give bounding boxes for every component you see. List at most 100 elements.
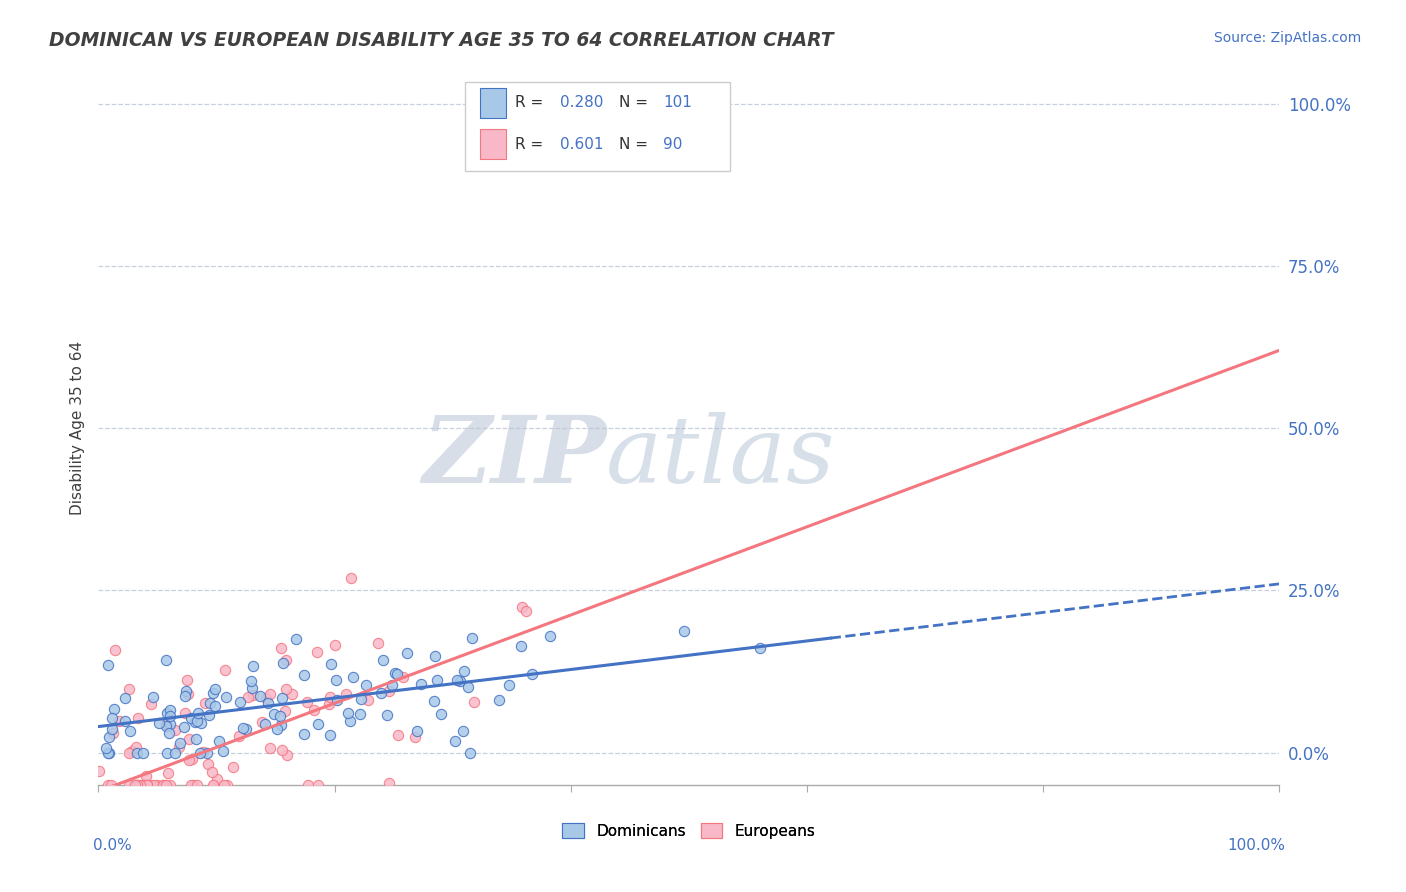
Point: [180, 752, 202, 766]
Point: [307, 716, 329, 731]
Point: [186, 778, 208, 792]
Point: [375, 708, 398, 723]
Point: [384, 665, 406, 680]
Point: [139, 778, 162, 792]
Point: [339, 714, 361, 728]
Point: [276, 747, 298, 762]
Point: [143, 778, 166, 792]
Point: [195, 746, 218, 760]
Point: [242, 658, 264, 673]
Point: [232, 721, 254, 735]
Point: [152, 778, 174, 792]
Point: [271, 743, 294, 757]
Point: [202, 778, 225, 792]
Point: [395, 646, 418, 660]
Point: [97, 658, 120, 673]
Point: [141, 698, 163, 712]
Point: [146, 778, 169, 792]
Point: [127, 778, 149, 792]
Point: [672, 624, 695, 639]
Text: R =: R =: [516, 136, 548, 152]
Point: [128, 778, 150, 792]
Point: [239, 674, 262, 689]
Point: [155, 717, 177, 731]
Point: [121, 744, 143, 758]
Point: [259, 740, 281, 755]
Point: [214, 663, 236, 677]
Point: [157, 725, 180, 739]
Point: [488, 692, 510, 706]
Point: [155, 719, 177, 733]
Point: [391, 670, 413, 684]
Point: [159, 703, 181, 717]
Point: [453, 723, 475, 738]
Point: [104, 643, 127, 657]
Point: [159, 778, 181, 792]
Point: [443, 734, 465, 748]
Point: [197, 757, 219, 772]
Point: [350, 692, 373, 706]
Point: [274, 704, 297, 718]
Point: [169, 736, 191, 750]
Point: [118, 746, 141, 760]
Point: [94, 740, 117, 755]
Point: [163, 746, 186, 760]
Point: [136, 778, 159, 792]
Point: [318, 697, 340, 711]
Point: [430, 707, 453, 722]
Point: [292, 727, 315, 741]
Point: [152, 778, 174, 792]
Point: [127, 778, 149, 792]
Point: [323, 638, 346, 652]
Point: [254, 690, 277, 705]
Point: [249, 689, 271, 703]
Point: [207, 733, 229, 747]
Point: [263, 706, 285, 721]
Point: [349, 707, 371, 722]
Y-axis label: Disability Age 35 to 64: Disability Age 35 to 64: [69, 341, 84, 516]
Point: [101, 722, 124, 736]
Point: [266, 723, 288, 737]
Point: [180, 778, 202, 792]
Point: [167, 739, 190, 754]
Point: [103, 702, 125, 716]
Text: DOMINICAN VS EUROPEAN DISABILITY AGE 35 TO 64 CORRELATION CHART: DOMINICAN VS EUROPEAN DISABILITY AGE 35 …: [49, 31, 834, 50]
Point: [174, 706, 197, 721]
Point: [155, 653, 177, 667]
Point: [187, 706, 209, 720]
Point: [153, 778, 176, 792]
Point: [193, 745, 215, 759]
Text: N =: N =: [619, 95, 654, 111]
Point: [423, 694, 446, 708]
Point: [342, 670, 364, 684]
Point: [326, 693, 349, 707]
Point: [357, 693, 380, 707]
Point: [253, 717, 276, 731]
Point: [538, 629, 561, 643]
Point: [373, 653, 395, 667]
Point: [190, 715, 212, 730]
Point: [510, 640, 533, 654]
Point: [304, 703, 326, 717]
Point: [174, 684, 197, 698]
Point: [136, 778, 159, 792]
Text: 101: 101: [664, 95, 692, 111]
Point: [426, 673, 449, 687]
Point: [204, 681, 226, 696]
Point: [229, 695, 252, 709]
Point: [411, 677, 433, 691]
Point: [335, 687, 357, 701]
FancyBboxPatch shape: [464, 82, 730, 171]
Point: [463, 695, 485, 709]
Point: [212, 778, 235, 792]
Point: [188, 746, 211, 760]
Point: [101, 711, 124, 725]
Point: [194, 696, 217, 710]
Point: [201, 686, 224, 700]
Point: [97, 746, 120, 760]
Point: [242, 688, 264, 702]
Point: [176, 673, 198, 687]
Point: [257, 697, 280, 711]
Point: [142, 690, 165, 704]
Point: [125, 739, 148, 754]
